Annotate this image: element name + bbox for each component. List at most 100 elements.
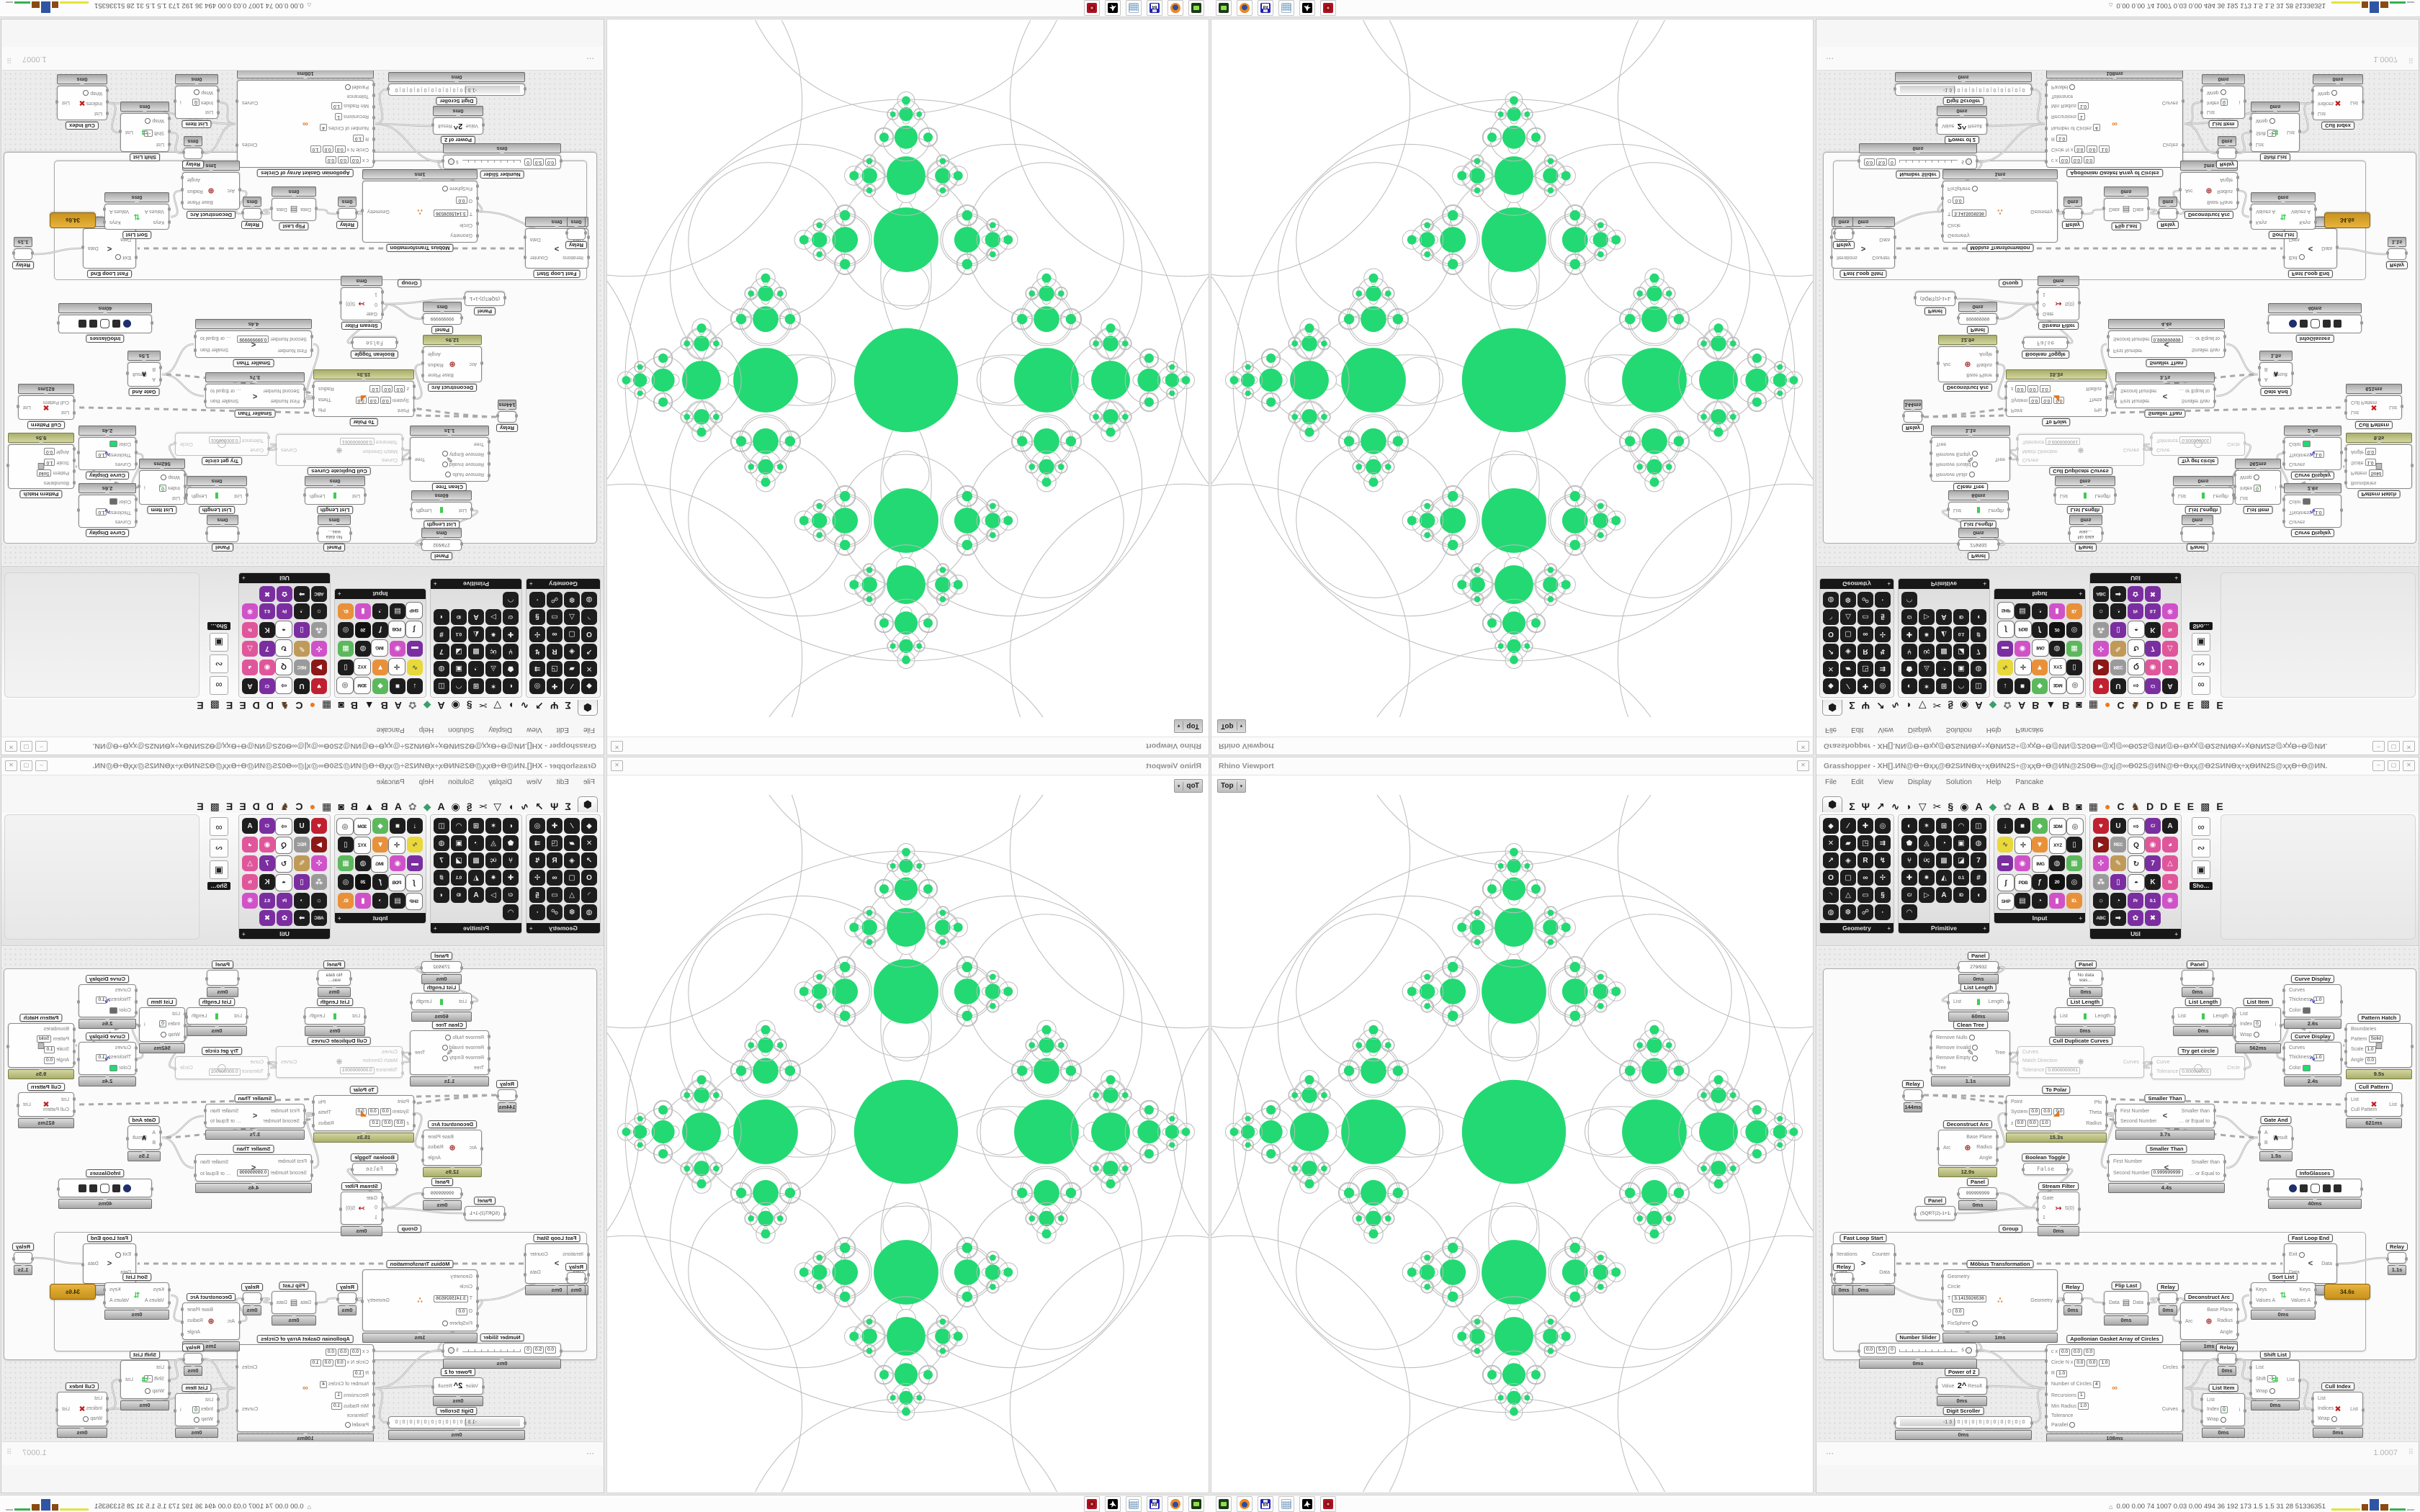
value-chip[interactable]: 0.0 — [2074, 1359, 2086, 1367]
port-input[interactable] — [135, 989, 138, 993]
component-icon[interactable]: ▯ — [294, 622, 310, 638]
gh-node-cullIndex[interactable]: Cull Index List Indices Wrap ✖ List 0ms — [2311, 74, 2365, 130]
chevron-down-icon[interactable]: ▾ — [1240, 783, 1243, 789]
port-input[interactable] — [310, 1174, 313, 1177]
component-icon[interactable]: A — [1936, 887, 1952, 903]
gh-node-panelC[interactable]: Panel(SQRT(2)-1+1/512)*1 — [1914, 292, 1957, 315]
port-input[interactable] — [1941, 1287, 1944, 1291]
tab-sets[interactable]: Ψ — [1861, 700, 1870, 711]
scroller-digit[interactable]: 0 — [1998, 87, 2005, 92]
tab-display[interactable]: ◉ — [451, 700, 460, 711]
port-input[interactable] — [217, 89, 220, 93]
value-chip[interactable]: -1 — [144, 1375, 153, 1383]
port-input[interactable] — [460, 1192, 463, 1196]
port-input[interactable] — [2258, 1143, 2261, 1146]
component-icon[interactable]: ◉ — [390, 641, 405, 657]
port-input[interactable] — [401, 436, 404, 441]
value-chip[interactable]: Solid — [36, 1035, 52, 1043]
scroller-digit[interactable]: 0 — [436, 87, 444, 92]
port-input[interactable] — [476, 1274, 479, 1279]
palette-expand-icon[interactable]: + — [1887, 580, 1891, 588]
gh-node-smallerB[interactable]: Smaller Than First Number Second Number 0.9… — [194, 1145, 313, 1193]
tab-curve[interactable]: ∿ — [520, 801, 529, 812]
port-input[interactable] — [303, 387, 306, 391]
port-input[interactable] — [2036, 1218, 2039, 1222]
component-icon[interactable]: ◔ — [1936, 835, 1952, 851]
port-input[interactable] — [2107, 1160, 2110, 1164]
component-icon[interactable]: ∫ — [405, 874, 423, 891]
viewport-canvas[interactable] — [1211, 795, 1813, 1492]
component-icon[interactable]: ◠ — [503, 592, 519, 608]
component-icon[interactable]: ◎ — [336, 677, 354, 694]
tab-maths[interactable]: Σ — [565, 700, 571, 711]
port-input[interactable] — [401, 1050, 404, 1054]
component-icon[interactable]: ✚ — [1901, 626, 1917, 642]
gh-node-panelE[interactable]: Panel 279/932 0ms — [420, 952, 463, 984]
port-input[interactable] — [2311, 100, 2314, 104]
component-icon[interactable]: ▢ — [564, 626, 580, 642]
gh-node-infoGlasses[interactable]: InfoGlasses 40ms — [2267, 1169, 2363, 1209]
gh-node-smallerB[interactable]: Smaller Than First Number Second Number 0.9… — [2107, 319, 2226, 367]
component-icon[interactable]: ▮ — [2049, 893, 2065, 909]
port-input[interactable] — [2386, 251, 2389, 256]
tab-plugin-grid2[interactable]: ▩ — [210, 700, 220, 711]
component-icon[interactable]: ◆ — [581, 818, 597, 834]
port-output[interactable] — [1852, 1277, 1855, 1281]
glasses-icon[interactable]: ∾ — [210, 654, 228, 673]
component-icon[interactable]: ◳ — [1857, 661, 1873, 677]
port-input[interactable] — [2282, 519, 2285, 523]
component-icon[interactable]: ▩ — [468, 644, 484, 660]
port-input[interactable] — [2282, 451, 2285, 455]
port-input[interactable] — [1947, 508, 1950, 512]
toggle-value[interactable]: False — [2036, 340, 2055, 346]
port-output[interactable] — [387, 1421, 390, 1425]
port-output[interactable] — [2244, 1066, 2246, 1071]
port-output[interactable] — [408, 1051, 411, 1056]
canvas-corner-dots[interactable]: ⋯ — [586, 1449, 594, 1458]
port-input[interactable] — [381, 290, 384, 294]
component-icon[interactable]: ✎ — [2110, 855, 2126, 871]
boolean-dot[interactable] — [161, 1032, 167, 1038]
port-input[interactable] — [1833, 231, 1836, 235]
taskbar-app-wolf[interactable] — [1105, 0, 1121, 16]
gh-node-tryGet[interactable]: Try get circle Curve Tolerance 0.000000001 ◯… — [174, 433, 270, 465]
port-input[interactable] — [2267, 321, 2269, 325]
component-icon[interactable]: ↻ — [275, 639, 292, 657]
component-icon[interactable]: ▭ — [1857, 887, 1873, 903]
port-input[interactable] — [2344, 1097, 2347, 1101]
tab-intersect[interactable]: ✂ — [1932, 801, 1942, 812]
port-input[interactable] — [2249, 1287, 2252, 1292]
scroller-digit[interactable]: 0 — [2005, 1420, 2012, 1425]
tab-sets[interactable]: Ψ — [550, 700, 559, 711]
gh-node-mobius[interactable]: Möbius Transformation Geometry Circle T 3.14… — [361, 1260, 479, 1343]
component-icon[interactable]: ⁄ — [1840, 818, 1856, 834]
scroller-digit[interactable]: 0 — [1976, 87, 1984, 92]
port-input[interactable] — [1941, 1323, 1944, 1328]
port-output[interactable] — [524, 1252, 526, 1256]
viewport-canvas[interactable] — [607, 20, 1209, 717]
component-icon[interactable]: ◉ — [259, 660, 275, 675]
scroller-digit[interactable]: 0 — [2012, 87, 2020, 92]
slider-bound[interactable]: 5.0 — [532, 1346, 544, 1354]
component-icon[interactable]: 0.1 — [1953, 626, 1969, 642]
port-output[interactable] — [2147, 1301, 2150, 1305]
port-output[interactable] — [312, 1112, 315, 1116]
component-icon[interactable]: ↓ — [1997, 678, 2013, 694]
component-icon[interactable]: ▷ — [485, 887, 501, 903]
port-output[interactable] — [2213, 400, 2216, 403]
port-input[interactable] — [1935, 123, 1938, 127]
tab-plugin-grid[interactable]: ▦ — [321, 700, 332, 711]
port-output[interactable] — [174, 1408, 176, 1413]
component-icon[interactable]: ▮ — [355, 603, 371, 619]
scroller-digit[interactable]: 0 — [422, 87, 429, 92]
infoglasses-icon[interactable] — [2310, 1183, 2320, 1193]
gh-node-listLenA[interactable]: List Length List ▮ Length 60ms — [410, 984, 473, 1022]
component-icon[interactable]: · — [1875, 904, 1891, 920]
port-output[interactable] — [2114, 1014, 2117, 1019]
gh-node-sortList[interactable]: Sort List Keys Values A ⇅ Keys Values A 0ms — [2249, 192, 2317, 239]
menu-display[interactable]: Display — [1907, 726, 1932, 734]
component-icon[interactable]: C/ — [1901, 887, 1917, 903]
gh-node-panelB[interactable]: Panel 999999999 0ms — [421, 1178, 463, 1210]
port-output[interactable] — [270, 1301, 273, 1305]
port-output[interactable] — [1996, 1134, 1999, 1138]
